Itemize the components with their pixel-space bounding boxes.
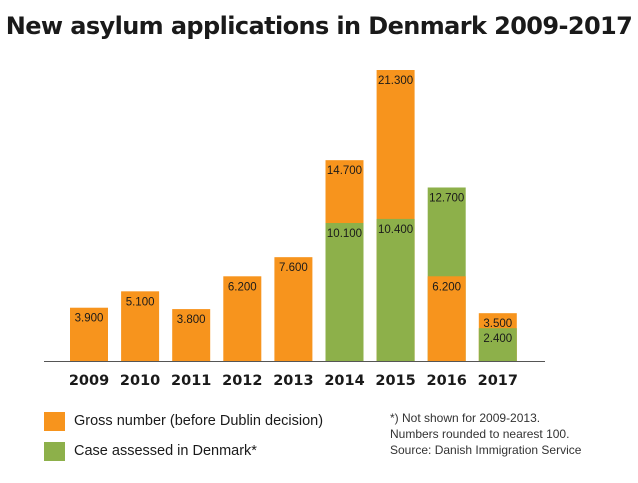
bar-assessed-2017 (478, 328, 517, 361)
x-tick-2009: 2009 (69, 373, 109, 389)
bar-gross-2010 (121, 291, 160, 361)
bar-gross-2013 (274, 257, 313, 361)
bar-chart: 3.900 2009 5.100 2010 3.800 2011 6.200 2012 7.60… (44, 70, 545, 389)
label-gross-2011: 3.800 (177, 314, 206, 326)
x-tick-2013: 2013 (273, 373, 313, 389)
x-tick-2016: 2016 (427, 373, 467, 389)
bar-gross-2012 (223, 276, 262, 361)
footnote-line-3: Source: Danish Immigration Service (390, 443, 582, 457)
bar-gross-2016 (427, 276, 466, 361)
legend-swatch-assessed (44, 441, 65, 461)
label-gross-2016: 6.200 (432, 281, 461, 293)
label-assessed-2014: 10.100 (327, 228, 362, 240)
chart-title: New asylum applications in Denmark 2009-… (5, 12, 633, 40)
x-tick-2011: 2011 (171, 373, 211, 389)
label-gross-2017: 3.500 (483, 318, 512, 330)
legend: Gross number (before Dublin decision) Ca… (44, 410, 323, 470)
x-tick-2017: 2017 (478, 373, 518, 389)
x-tick-2015: 2015 (375, 373, 415, 389)
label-assessed-2017: 2.400 (483, 333, 512, 345)
x-tick-2012: 2012 (222, 373, 262, 389)
label-gross-2009: 3.900 (75, 313, 104, 325)
legend-label-gross: Gross number (before Dublin decision) (74, 413, 324, 429)
bar-gross-2011 (172, 309, 211, 361)
bar-gross-2009 (70, 307, 108, 361)
bar-assessed-2015 (376, 218, 415, 361)
legend-item-gross: Gross number (before Dublin decision) (44, 410, 323, 432)
label-gross-2010: 5.100 (126, 296, 155, 308)
legend-label-assessed: Case assessed in Denmark* (74, 443, 257, 459)
bar-assessed-2014 (325, 223, 364, 361)
label-gross-2015: 21.300 (378, 75, 413, 87)
label-gross-2012: 6.200 (228, 281, 257, 293)
footnote: *) Not shown for 2009-2013. Numbers roun… (390, 410, 581, 458)
footnote-line-2: Numbers rounded to nearest 100. (390, 427, 570, 441)
label-gross-2014: 14.700 (327, 165, 362, 177)
legend-swatch-gross (44, 411, 65, 431)
legend-item-assessed: Case assessed in Denmark* (44, 440, 323, 462)
footnote-line-1: *) Not shown for 2009-2013. (390, 411, 541, 425)
label-gross-2013: 7.600 (279, 262, 308, 274)
x-tick-2010: 2010 (120, 373, 160, 389)
label-assessed-2016: 12.700 (429, 192, 464, 204)
x-tick-2014: 2014 (324, 373, 364, 389)
label-assessed-2015: 10.400 (378, 224, 413, 236)
